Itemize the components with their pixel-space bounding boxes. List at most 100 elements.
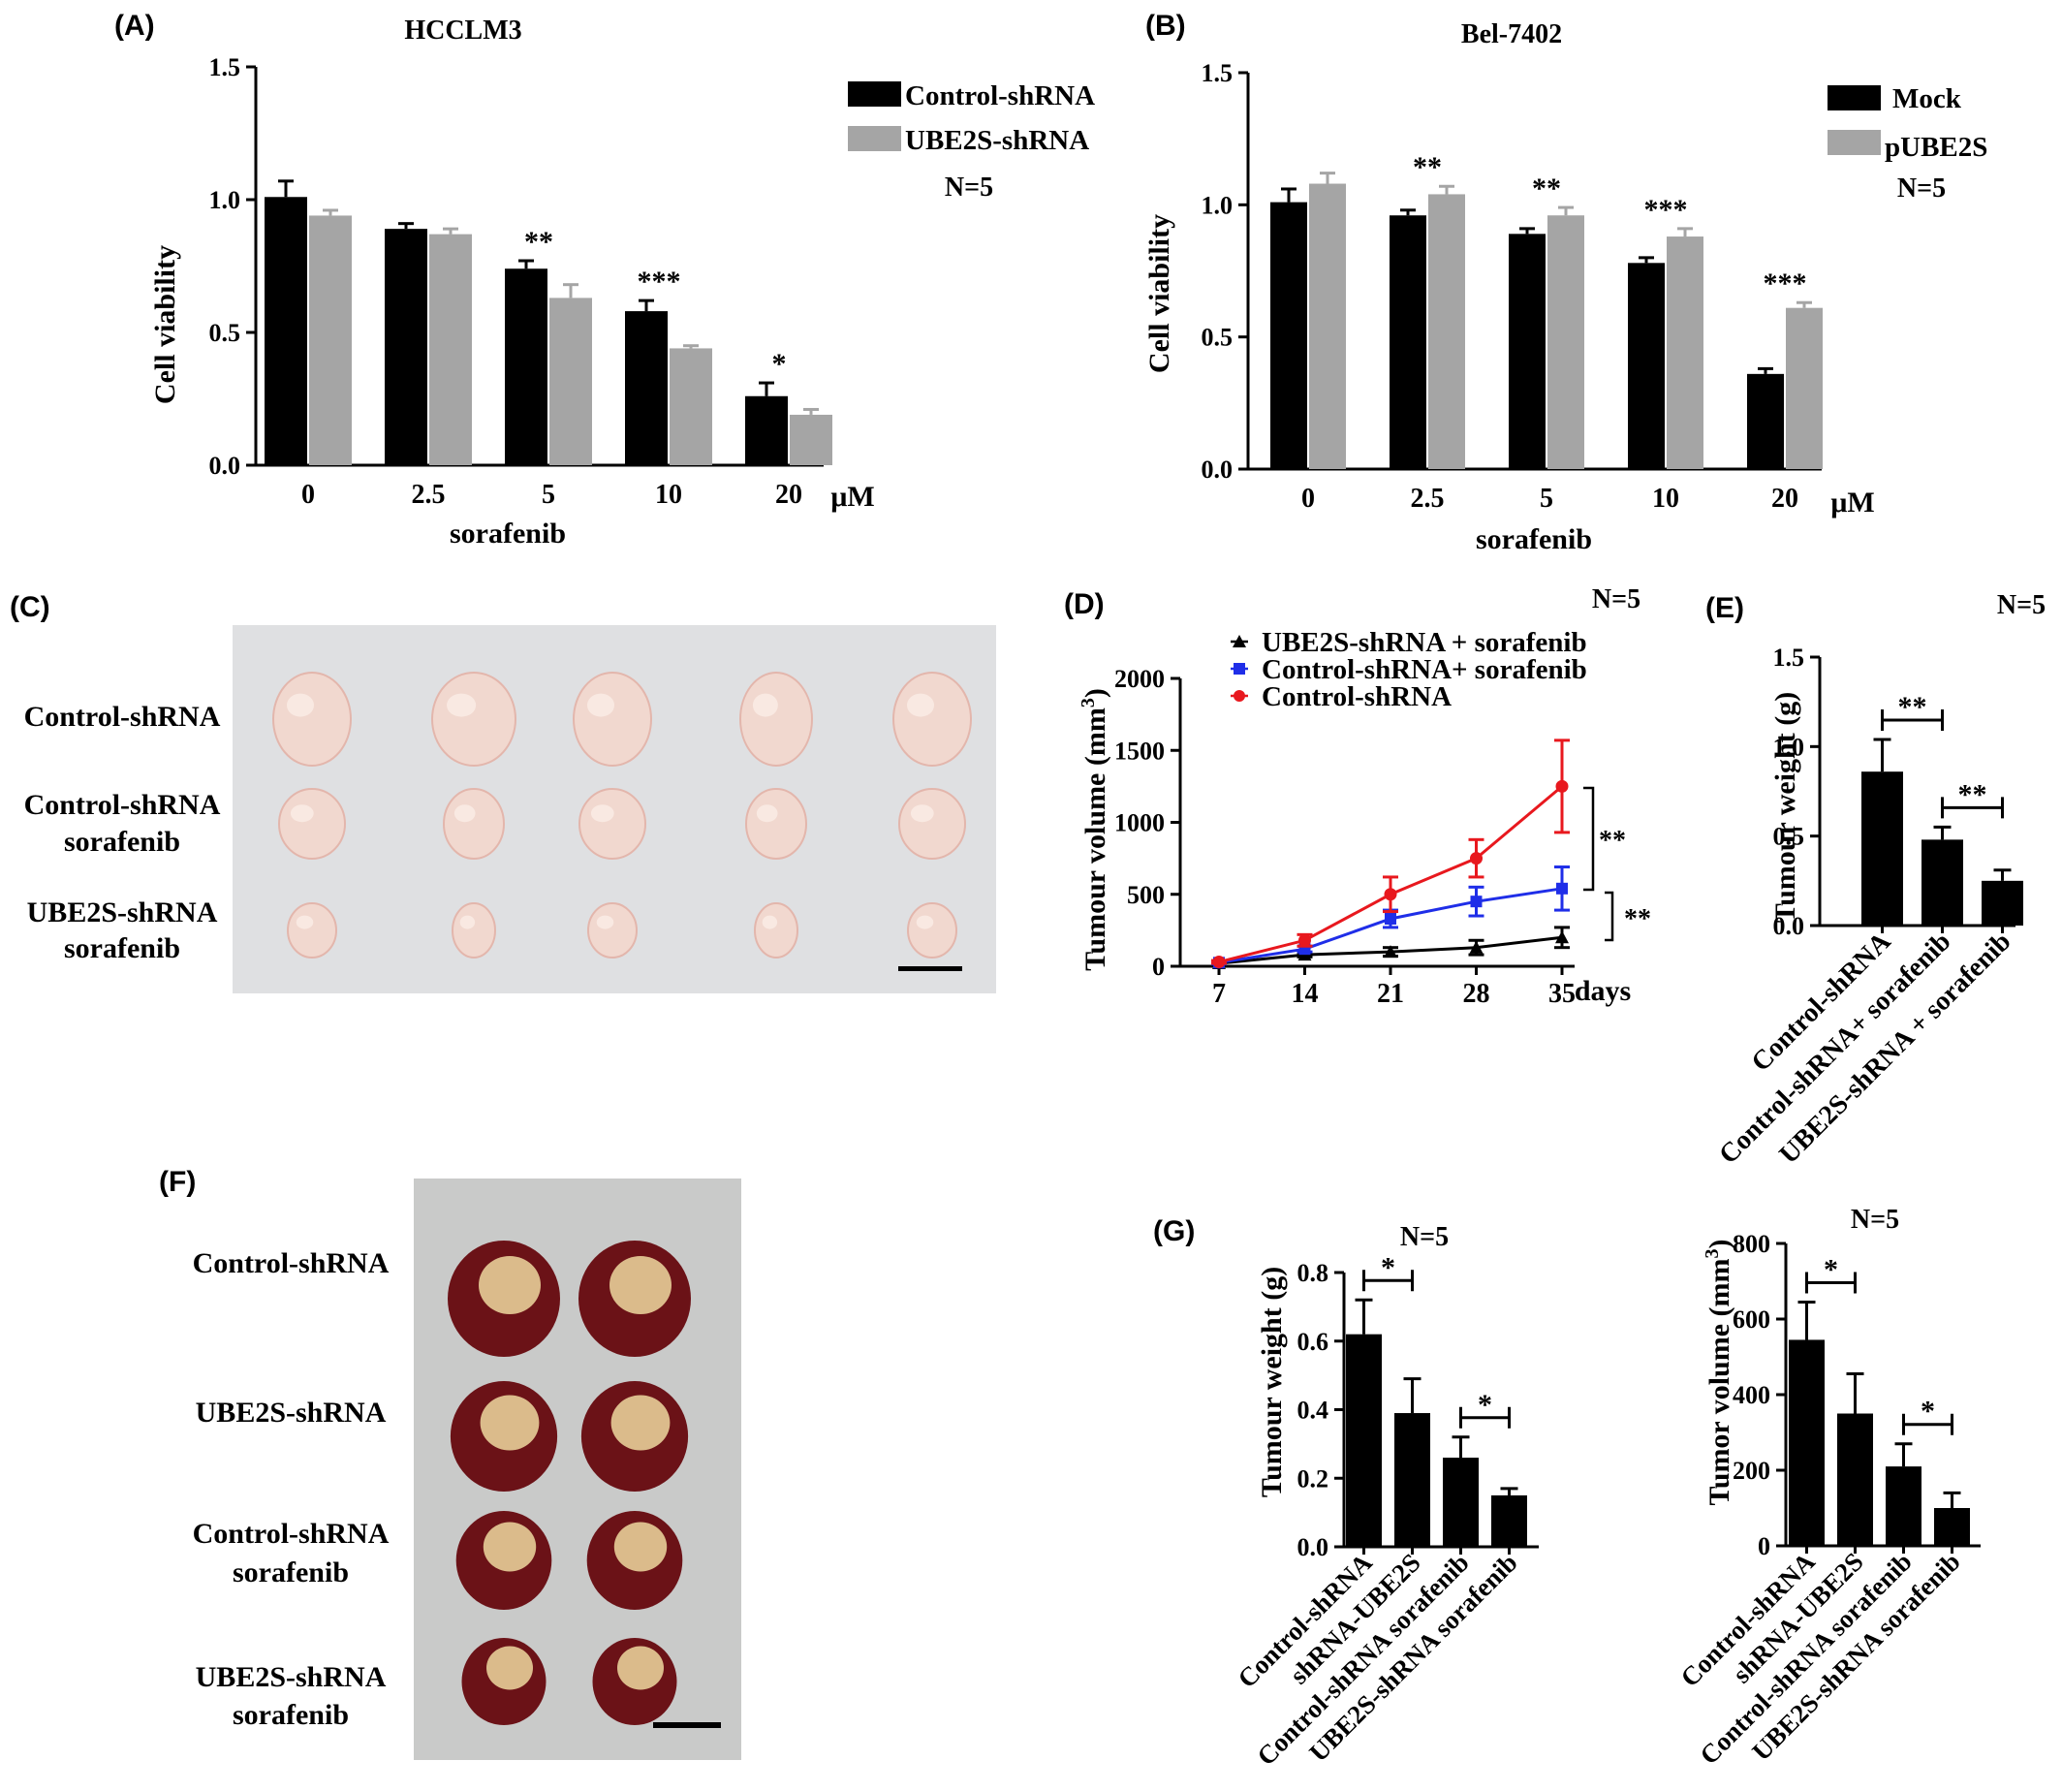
tumor-specimen [745,788,807,860]
panel-g1-y-tick-label: 0.0 [1297,1533,1329,1561]
panel-e-bar [1982,880,2023,926]
panel-g1-significance-bracket [1459,1406,1511,1429]
tumor-specimen [443,788,505,860]
panel-d-series-line [1218,785,1563,963]
panel-d-x-tick-label: 35 [1548,979,1576,1009]
panel-a-x-tick-label: 2.5 [412,480,446,510]
panel-d-point [1469,940,1484,954]
panel-e-y-tick-label: 0.5 [1773,823,1805,851]
tumor-highlight [916,915,934,929]
panel-g1-y-tick-label: 0.8 [1297,1259,1329,1287]
panel-e-y-tick-label: 0.0 [1773,912,1805,940]
panel-c-tumors [272,672,972,959]
panel-d-point [1556,882,1568,895]
panel-e-ylabel: Tumour weight (g) [1769,692,1801,923]
panel-g2-y-tick-label: 600 [1733,1305,1770,1334]
panel-d-y-tick-label: 2000 [1114,665,1165,693]
panel-g-label: (G) [1153,1215,1195,1247]
tumor-specimen [578,788,646,860]
panel-g1-y-tick-label: 0.2 [1297,1464,1329,1493]
tumor-specimen [754,902,798,959]
panel-d-x-tick-label: 28 [1463,979,1490,1009]
panel-e-significance-bracket [1881,708,1944,731]
panel-b-bar [1270,202,1307,469]
panel-g2-ylabel-end: ) [1703,1240,1735,1249]
tumor-specimen [892,672,972,767]
panel-b-bar [1747,373,1784,469]
panel-g2-y-tick-label: 200 [1733,1457,1770,1485]
legend-label-ube2s: UBE2S-shRNA + sorafenib [1262,627,1587,658]
panel-f-row-label: Control-shRNA [193,1247,390,1279]
panel-a-y-tick-label: 0.0 [209,452,241,480]
panel-g: (G) N=5 N=5 Tumour weight (g) Tumor volu… [1153,1205,1981,1771]
panel-d-legend: UBE2S-shRNA + sorafenib Control-shRNA+ s… [1231,627,1587,712]
panel-a-y-tick-label: 1.0 [209,186,241,214]
panel-e-bar [1921,839,1963,926]
panel-a-x-tick-label: 20 [775,480,802,510]
panel-g1-bar [1346,1334,1382,1547]
panel-a-unit: μM [830,481,874,513]
panel-g2-significance-mark: * [1921,1396,1935,1428]
panel-c-row-label: sorafenib [64,826,180,858]
tumor-specimen [431,672,516,767]
panel-b-x-tick-label: 5 [1540,484,1553,514]
panel-g1-bar [1394,1413,1430,1547]
panel-e-significance-mark: ** [1898,691,1927,723]
legend-swatch-ube2s-shrna [848,126,901,151]
panel-a: (A) HCCLM3 N=5 sorafenib μM Cell viabili… [114,10,1095,550]
panel-b-title: Bel-7402 [1461,19,1562,49]
liver-tumor-nodule [483,1522,537,1572]
panel-d-significance: ** ** [1583,786,1651,942]
panel-c-row-labels: Control-shRNA Control-shRNA sorafenib UB… [24,701,221,964]
panel-d-ylabel-end: ) [1079,688,1111,698]
tumor-highlight [596,915,614,929]
liver-tumor-nodule [486,1646,533,1690]
panel-d-ylabel-sup: 3 [1078,698,1099,707]
panel-b-significance-mark: ** [1413,151,1442,183]
significance-bracket [1605,891,1614,942]
panel-a-x-tick-label: 10 [655,480,682,510]
significance-bracket [1583,786,1595,892]
legend-label-ube2s-shrna: UBE2S-shRNA [905,125,1089,156]
panel-g2-bar [1789,1339,1825,1546]
panel-b-y-tick-label: 0.0 [1202,456,1234,484]
panel-b-unit: μM [1830,487,1874,519]
panel-b-bar [1428,194,1465,469]
legend-swatch-pube2s [1828,130,1881,155]
panel-b-legend: Mock pUBE2S [1828,83,1987,163]
panel-b-x-tick-label: 10 [1652,484,1679,514]
tumor-highlight [756,804,778,823]
legend-swatch-control-shrna [848,81,901,107]
panel-d-ylabel-main: Tumour volume (mm [1079,707,1111,971]
panel-g2-bar [1934,1508,1970,1546]
panel-f-row-label: sorafenib [233,1699,349,1731]
panel-e-y-tick-label: 1.0 [1773,733,1805,761]
panel-a-x-tick-label: 0 [301,480,315,510]
tumor-highlight [910,804,934,823]
legend-marker-control-sorafenib [1234,663,1245,675]
legend-label-pube2s: pUBE2S [1885,132,1987,163]
tumor-specimen [287,902,337,959]
panel-f: (F) Control-shRNA UBE2S-shRNA Control-sh… [159,1166,741,1760]
panel-a-bar [670,348,712,465]
panel-b-y-tick-label: 1.5 [1202,59,1234,87]
panel-a-n: N=5 [945,173,993,203]
panel-b-xlabel: sorafenib [1476,523,1592,555]
panel-c: (C) Control-shRNA Control-shRNA sorafeni… [10,591,996,993]
panel-b-x-tick-label: 20 [1771,484,1798,514]
panel-a-bar [309,215,352,465]
panel-b-bar [1509,234,1546,469]
tumor-highlight [296,915,314,929]
panel-d-y-tick-label: 0 [1152,953,1165,981]
panel-b-bar [1628,263,1665,469]
panel-a-bar [385,229,427,465]
panel-e-significance-mark: ** [1958,778,1987,810]
panel-a-bar [549,298,592,465]
tumor-specimen [898,788,966,860]
panel-e: (E) N=5 Tumour weight (g) 0.0 0.5 1.0 1.5 Co… [1705,590,2046,1170]
panel-b-label: (B) [1145,10,1186,42]
legend-marker-ube2s [1233,635,1246,647]
panel-b-bar [1667,236,1703,469]
panel-d-xlabel: days [1575,975,1631,1007]
